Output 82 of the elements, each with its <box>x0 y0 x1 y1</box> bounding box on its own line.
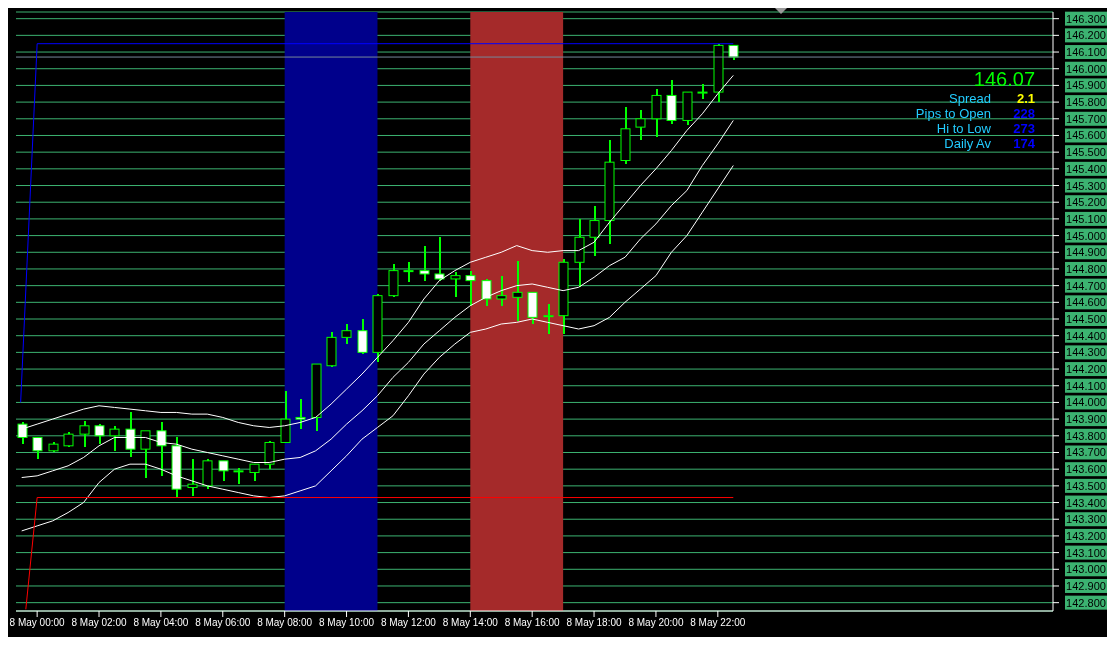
annotation: Daily Av <box>944 136 991 151</box>
y-tick-label: 142.800 <box>1066 596 1106 609</box>
y-tick-label: 145.200 <box>1066 196 1106 209</box>
candlestick <box>357 318 368 356</box>
annotation: Spread <box>949 91 991 106</box>
candlestick <box>187 458 198 497</box>
x-tick-label: 8 May 08:00 <box>257 617 313 629</box>
y-tick-label: 145.400 <box>1066 162 1106 175</box>
candlestick <box>635 109 646 142</box>
x-tick-label: 8 May 22:00 <box>690 617 746 629</box>
y-tick-label: 146.100 <box>1066 46 1106 59</box>
candlestick <box>264 439 275 471</box>
x-tick-label: 8 May 16:00 <box>504 617 561 629</box>
candlestick <box>109 424 120 452</box>
candlestick <box>140 429 151 479</box>
candlestick <box>465 269 476 307</box>
candlestick <box>125 411 136 459</box>
y-tick-label: 144.800 <box>1066 262 1106 275</box>
y-tick-label: 144.300 <box>1066 346 1106 359</box>
y-tick-label: 143.500 <box>1066 479 1106 492</box>
x-tick-label: 8 May 00:00 <box>9 617 66 629</box>
candlestick <box>589 204 600 257</box>
y-tick-label: 146.000 <box>1066 62 1106 75</box>
x-tick-label: 8 May 12:00 <box>380 617 437 629</box>
y-tick-label: 144.400 <box>1066 329 1106 342</box>
y-tick-label: 144.200 <box>1066 363 1106 376</box>
annotation: Hi to Low <box>936 121 991 136</box>
annotation: 273 <box>1012 121 1035 136</box>
y-tick-label: 143.600 <box>1066 463 1106 476</box>
y-tick-label: 145.800 <box>1066 96 1106 109</box>
y-tick-label: 145.700 <box>1066 112 1106 125</box>
candlestick <box>403 261 414 284</box>
candlestick <box>512 259 523 322</box>
y-tick-label: 144.000 <box>1066 396 1106 409</box>
y-tick-label: 143.400 <box>1066 496 1106 509</box>
x-tick-label: 8 May 20:00 <box>628 617 684 629</box>
x-tick-label: 8 May 02:00 <box>71 617 127 629</box>
y-tick-label: 144.600 <box>1066 296 1106 309</box>
candlestick <box>434 236 445 282</box>
y-tick-label: 143.900 <box>1066 413 1106 426</box>
y-tick-label: 145.100 <box>1066 212 1106 225</box>
y-tick-label: 145.000 <box>1066 229 1106 242</box>
x-tick-label: 8 May 18:00 <box>566 617 623 629</box>
y-tick-label: 143.200 <box>1066 529 1106 542</box>
x-tick-label: 8 May 06:00 <box>195 617 251 629</box>
candlestick <box>496 274 507 307</box>
y-tick-label: 145.300 <box>1066 179 1106 192</box>
candlestick <box>651 87 662 139</box>
y-tick-label: 143.300 <box>1066 513 1106 526</box>
y-tick-label: 144.900 <box>1066 246 1106 259</box>
y-tick-label: 143.000 <box>1066 563 1106 576</box>
x-tick-label: 8 May 04:00 <box>133 617 189 629</box>
y-tick-label: 146.300 <box>1066 12 1106 25</box>
y-tick-label: 144.100 <box>1066 379 1106 392</box>
y-tick-label: 143.800 <box>1066 429 1106 442</box>
y-tick-label: 145.600 <box>1066 129 1106 142</box>
y-tick-label: 142.900 <box>1066 579 1106 592</box>
y-tick-label: 145.500 <box>1066 146 1106 159</box>
y-tick-label: 144.500 <box>1066 313 1106 326</box>
candlestick <box>280 389 291 444</box>
x-tick-label: 8 May 14:00 <box>442 617 499 629</box>
candlestick <box>543 302 554 336</box>
annotation: Pips to Open <box>915 106 991 121</box>
candlestick <box>341 323 352 346</box>
candlestick <box>450 271 461 299</box>
candlestick <box>218 459 229 482</box>
candlestick <box>94 423 105 446</box>
candlestick <box>481 277 492 307</box>
x-tick-label: 8 May 10:00 <box>319 617 375 629</box>
annotation: 146.07 <box>972 68 1035 91</box>
candlestick <box>32 436 43 461</box>
annotation: 2.1 <box>1015 91 1035 106</box>
y-tick-label: 145.900 <box>1066 79 1106 92</box>
candlestick <box>419 244 430 282</box>
annotation: 174 <box>1012 136 1035 151</box>
annotation: 228 <box>1012 106 1035 121</box>
y-tick-label: 143.700 <box>1066 446 1106 459</box>
y-tick-label: 146.200 <box>1066 29 1106 42</box>
y-tick-label: 144.700 <box>1066 279 1106 292</box>
y-tick-label: 143.100 <box>1066 546 1106 559</box>
candlestick <box>79 419 90 449</box>
line-series <box>21 165 734 532</box>
